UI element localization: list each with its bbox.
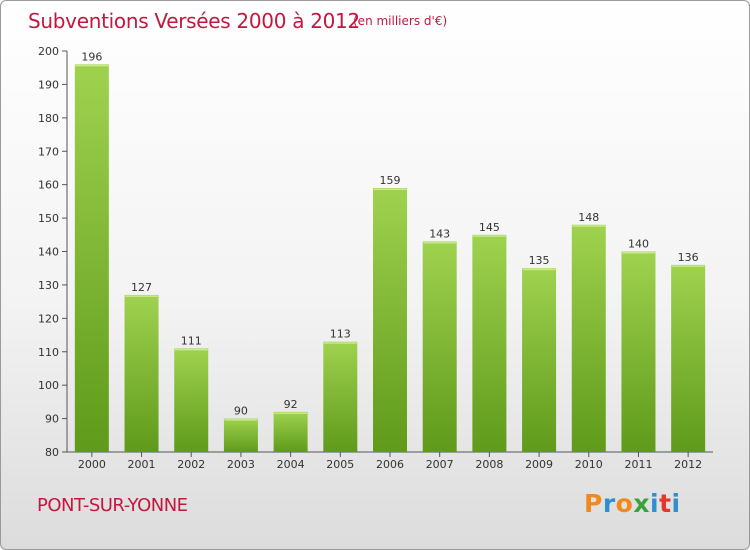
chart-axes: 80 90 100 110 120 130 140 150 160 170 180 190 200 200… bbox=[38, 45, 713, 471]
bar-2012 bbox=[671, 264, 706, 452]
data-label-2001: 127 bbox=[131, 281, 152, 294]
bar-highlight bbox=[174, 348, 208, 351]
y-tick-label: 160 bbox=[38, 179, 59, 192]
logo-letter: i bbox=[650, 489, 660, 518]
bar-2001 bbox=[124, 294, 159, 452]
bar-2006 bbox=[373, 188, 407, 452]
data-label-2011: 140 bbox=[628, 238, 649, 251]
y-tick-label: 100 bbox=[38, 379, 59, 392]
logo-letter: x bbox=[633, 489, 650, 518]
x-tick-label-2008: 2008 bbox=[475, 458, 503, 471]
bar-highlight bbox=[621, 252, 655, 254]
x-tick-label-2010: 2010 bbox=[575, 458, 603, 471]
bar-highlight bbox=[224, 419, 258, 421]
bar-highlight bbox=[671, 265, 705, 267]
bar-2005 bbox=[323, 341, 358, 452]
data-label-2008: 145 bbox=[479, 221, 500, 234]
commune-name: PONT-SUR-YONNE bbox=[37, 495, 188, 516]
bar-2008 bbox=[472, 234, 507, 452]
data-labels: 196 127 111 90 92 113 159 143 145 135 148 140 136 bbox=[81, 50, 698, 417]
data-label-2012: 136 bbox=[678, 251, 699, 264]
x-tick-label-2004: 2004 bbox=[277, 458, 305, 471]
data-label-2006: 159 bbox=[380, 174, 401, 187]
data-label-2002: 111 bbox=[181, 334, 202, 347]
x-tick-label-2005: 2005 bbox=[326, 458, 354, 471]
logo-letter: r bbox=[602, 489, 616, 518]
x-tick-label-2012: 2012 bbox=[674, 458, 702, 471]
x-tick-label-2009: 2009 bbox=[525, 458, 553, 471]
y-tick-label: 120 bbox=[38, 312, 59, 325]
bar-highlight bbox=[423, 241, 457, 244]
bar-highlight bbox=[572, 225, 606, 227]
x-tick-label-2001: 2001 bbox=[128, 458, 156, 471]
x-tick-label-2006: 2006 bbox=[376, 458, 404, 471]
y-tick-label: 140 bbox=[38, 246, 59, 259]
bar-2002 bbox=[174, 348, 209, 452]
bar-highlight bbox=[373, 188, 407, 191]
y-tick-label: 170 bbox=[38, 145, 59, 158]
data-label-2005: 113 bbox=[330, 328, 351, 341]
bar-2010 bbox=[571, 224, 606, 452]
x-tick-label-2000: 2000 bbox=[78, 458, 106, 471]
x-tick-label-2007: 2007 bbox=[426, 458, 454, 471]
x-tick-label-2002: 2002 bbox=[177, 458, 205, 471]
bar-2003 bbox=[223, 418, 258, 452]
data-label-2010: 148 bbox=[578, 211, 599, 224]
chart-title: Subventions Versées 2000 à 2012 bbox=[28, 9, 360, 33]
x-tick-label-2003: 2003 bbox=[227, 458, 255, 471]
y-tick-label: 130 bbox=[38, 279, 59, 292]
logo-letter: o bbox=[615, 489, 634, 518]
data-label-2004: 92 bbox=[284, 398, 298, 411]
logo-letter: P bbox=[584, 489, 603, 518]
bar-highlight bbox=[125, 295, 159, 297]
y-tick-label: 190 bbox=[38, 78, 59, 91]
bar-highlight bbox=[522, 268, 556, 271]
x-tick-label-2011: 2011 bbox=[624, 458, 652, 471]
bar-highlight bbox=[323, 342, 357, 344]
y-tick-label: 110 bbox=[38, 346, 59, 359]
bar-2011 bbox=[621, 251, 656, 452]
y-tick-label: 200 bbox=[38, 45, 59, 58]
bar-2007 bbox=[422, 241, 457, 452]
logo-letter: i bbox=[671, 489, 681, 518]
data-label-2009: 135 bbox=[529, 254, 550, 267]
bar-2000 bbox=[74, 64, 109, 452]
unit-label: (en milliers d'€) bbox=[353, 14, 448, 28]
data-label-2003: 90 bbox=[234, 405, 248, 418]
y-tick-label: 150 bbox=[38, 212, 59, 225]
y-tick-label: 180 bbox=[38, 112, 59, 125]
y-tick-label: 80 bbox=[45, 446, 59, 459]
bar-2004 bbox=[273, 411, 308, 452]
proxiti-logo: Proxiti bbox=[584, 489, 681, 518]
y-tick-label: 90 bbox=[45, 413, 59, 426]
bar-2009 bbox=[522, 268, 557, 452]
data-label-2007: 143 bbox=[429, 227, 450, 240]
bar-highlight bbox=[75, 64, 109, 67]
bar-highlight bbox=[472, 235, 506, 237]
data-label-2000: 196 bbox=[81, 50, 102, 63]
bar-series bbox=[74, 64, 706, 452]
logo-letter: t bbox=[659, 489, 672, 518]
bar-highlight bbox=[274, 412, 308, 414]
